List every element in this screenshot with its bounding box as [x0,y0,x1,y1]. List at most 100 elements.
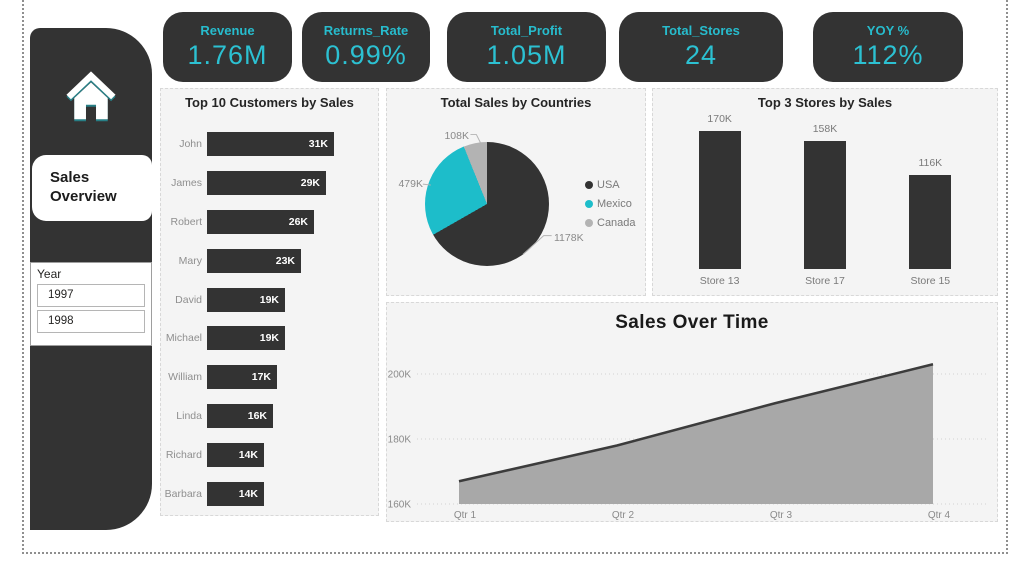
bar-value-label: 116K [918,157,943,169]
customer-row: Michael 19K [163,319,374,358]
sidebar-item-sales-overview[interactable]: Sales Overview [32,155,152,221]
panel-top-customers: Top 10 Customers by Sales John 31K James 29… [160,88,379,516]
category-label: Linda [176,409,202,422]
customer-row: James 29K [163,164,374,203]
kpi-card-total-stores[interactable]: Total_Stores 24 [619,12,783,82]
chart-title-top-customers: Top 10 Customers by Sales [185,95,354,110]
kpi-label: Returns_Rate [323,23,409,38]
kpi-value: 1.76M [187,40,268,70]
category-label: John [179,138,202,151]
panel-top-stores: Top 3 Stores by Sales 170K Store 13 158K St… [652,88,998,296]
pie-label-canada: 108K [444,130,469,142]
category-label: Store 13 [699,275,740,287]
category-label: Robert [170,215,202,228]
year-option-1998[interactable]: 1998 [37,310,145,333]
store-column-store-17: 158K Store 17 [799,123,851,291]
bar-john[interactable]: 31K [207,132,334,157]
customer-bars: John 31K James 29K Robert 26K Mary 23K David 19K M… [163,125,374,511]
chart-title-sales-over-time: Sales Over Time [615,312,769,333]
legend-dot [585,199,593,208]
home-icon[interactable] [30,68,152,126]
customer-row: Robert 26K [163,203,374,242]
bar-michael[interactable]: 19K [207,326,285,351]
bar-william[interactable]: 17K [207,365,277,390]
kpi-value: 1.05M [486,40,567,70]
bar-value-label: 29K [300,177,320,190]
bar-linda[interactable]: 16K [207,403,273,428]
kpi-value: 112% [852,40,924,70]
area-chart[interactable]: 160K 180K 200K Qtr 1 Qtr 2 Qtr 3 Qtr 4 [387,337,999,523]
bar-mary[interactable]: 23K [207,248,301,273]
slicer-options: 1997 1998 [31,284,151,333]
bar-value-label: 16K [247,409,267,422]
kpi-label: Total_Stores [662,23,740,38]
bar-robert[interactable]: 26K [207,209,314,234]
bar-value-label: 170K [707,113,732,125]
store-column-store-13: 170K Store 13 [694,113,746,291]
kpi-label: YOY % [866,23,910,38]
bar-value-label: 158K [812,123,838,135]
pie-chart-area: 1178K 479K 108K USA Mexico Canada [387,89,645,295]
pie-label-mexico: 479K [398,178,423,190]
kpi-value: 0.99% [325,40,407,70]
category-label: Store 15 [910,275,951,287]
customer-row: Mary 23K [163,241,374,280]
category-label: Mary [178,254,202,267]
bar-value-label: 19K [259,293,279,306]
x-tick-label: Qtr 4 [928,510,951,521]
customer-row: William 17K [163,358,374,397]
bar-value-label: 14K [238,487,258,500]
category-label: Richard [165,448,202,461]
bar-store-13[interactable] [698,131,741,269]
y-tick-label: 200K [388,370,412,381]
legend-label: Mexico [597,197,632,210]
bar-store-17[interactable] [803,141,846,269]
year-option-1997[interactable]: 1997 [37,284,145,307]
area-line [458,363,934,483]
sidebar: Sales Overview Year 1997 1998 [30,28,152,530]
legend-item-usa[interactable]: USA [585,175,636,194]
category-label: William [168,371,202,384]
customer-row: Richard 14K [163,435,374,474]
kpi-label: Revenue [200,23,255,38]
category-label: Michael [165,332,202,345]
bar-store-15[interactable] [909,175,952,269]
panel-sales-over-time: Sales Over Time 160K 180K 200K Qtr 1 Qtr 2 Qt… [386,302,998,522]
bar-james[interactable]: 29K [207,171,326,196]
category-label: Barbara [164,487,202,500]
bar-richard[interactable]: 14K [207,442,264,467]
y-tick-label: 180K [388,435,412,446]
legend-item-canada[interactable]: Canada [585,213,636,232]
pie-label-usa: 1178K [554,232,584,244]
kpi-card-revenue[interactable]: Revenue 1.76M [163,12,292,82]
customer-row: Barbara 14K [163,474,374,513]
customer-row: John 31K [163,125,374,164]
customer-row: David 19K [163,280,374,319]
area-fill [459,364,933,504]
bar-barbara[interactable]: 14K [207,481,264,506]
bar-value-label: 23K [275,254,295,267]
category-label: James [171,177,202,190]
customer-row: Linda 16K [163,397,374,436]
chart-title-top-stores: Top 3 Stores by Sales [757,95,893,110]
bar-value-label: 14K [238,448,258,461]
kpi-value: 24 [684,40,718,70]
x-tick-label: Qtr 3 [770,510,793,521]
kpi-card-yoy[interactable]: YOY % 112% [813,12,963,82]
kpi-card-total-profit[interactable]: Total_Profit 1.05M [447,12,606,82]
bar-david[interactable]: 19K [207,287,285,312]
pie-chart[interactable] [425,142,549,266]
store-bars: 170K Store 13 158K Store 17 116K Store 15 [667,113,983,291]
legend-item-mexico[interactable]: Mexico [585,194,636,213]
chart-title-sales-by-country: Total Sales by Countries [440,95,592,110]
bar-value-label: 31K [308,138,328,151]
bar-value-label: 19K [259,332,279,345]
store-column-store-15: 116K Store 15 [904,157,956,291]
legend-dot [585,180,593,189]
y-tick-label: 160K [388,500,412,511]
bar-value-label: 17K [251,371,271,384]
pie-legend: USA Mexico Canada [585,175,636,232]
kpi-card-returns-rate[interactable]: Returns_Rate 0.99% [302,12,430,82]
legend-label: Canada [597,216,636,229]
legend-dot [585,218,593,227]
